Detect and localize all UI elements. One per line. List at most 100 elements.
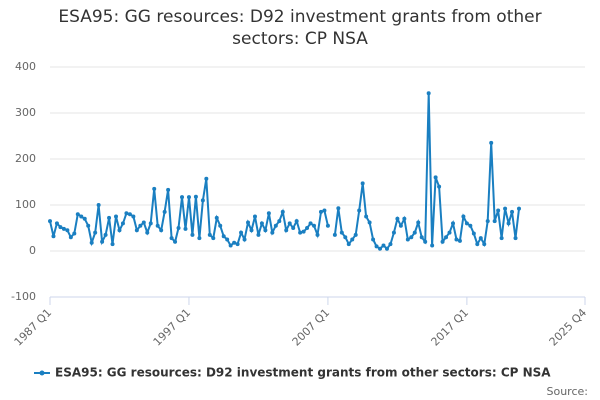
- data-point: [207, 232, 212, 237]
- data-point: [280, 209, 285, 214]
- data-point: [93, 230, 98, 235]
- data-point: [100, 239, 105, 244]
- data-point: [468, 223, 473, 228]
- data-point: [252, 214, 257, 219]
- data-point: [516, 206, 521, 211]
- y-tick-label: 400: [15, 60, 36, 73]
- x-tick-label: 1987 Q1: [12, 306, 55, 349]
- data-point: [318, 209, 323, 214]
- data-point: [169, 236, 174, 241]
- data-point: [503, 206, 508, 211]
- data-point: [430, 243, 435, 248]
- data-point: [482, 242, 487, 247]
- data-point: [79, 214, 84, 219]
- data-point: [246, 220, 251, 225]
- data-point: [405, 237, 410, 242]
- data-point: [68, 235, 73, 240]
- data-point: [384, 246, 389, 251]
- data-point: [294, 219, 299, 224]
- data-point: [291, 226, 296, 230]
- data-point: [312, 223, 317, 228]
- x-tick-label: 2025 Q4: [547, 306, 590, 349]
- data-point: [336, 206, 341, 211]
- data-point: [145, 230, 150, 235]
- data-point: [447, 230, 452, 235]
- data-point: [475, 242, 480, 247]
- data-point: [277, 219, 282, 224]
- data-point: [499, 236, 504, 241]
- data-point: [75, 212, 80, 217]
- data-point: [176, 226, 181, 230]
- data-point: [117, 228, 122, 233]
- data-point: [134, 228, 139, 233]
- data-point: [242, 237, 247, 242]
- data-point: [378, 246, 383, 251]
- data-point: [54, 221, 59, 226]
- data-point: [266, 211, 271, 216]
- data-point: [412, 230, 417, 235]
- data-point: [513, 236, 518, 241]
- data-point: [256, 232, 261, 237]
- data-point: [444, 235, 449, 240]
- data-point: [395, 216, 400, 221]
- chart-title: ESA95: GG resources: D92 investment gran…: [58, 7, 542, 49]
- data-point: [426, 91, 431, 96]
- data-point: [496, 208, 501, 213]
- data-point: [364, 214, 369, 219]
- data-point: [228, 243, 233, 248]
- data-point: [82, 216, 87, 221]
- data-point: [464, 221, 469, 226]
- data-point: [72, 231, 77, 236]
- data-point: [374, 244, 379, 249]
- data-point: [263, 228, 268, 233]
- data-point: [423, 239, 428, 244]
- data-point: [86, 223, 91, 228]
- data-point: [131, 214, 136, 219]
- data-point: [301, 229, 306, 234]
- legend-marker: [39, 370, 45, 376]
- data-point: [103, 232, 108, 237]
- data-point: [478, 236, 483, 241]
- data-point: [506, 221, 511, 226]
- data-point: [437, 184, 442, 189]
- data-point: [138, 223, 143, 228]
- data-point: [225, 237, 230, 242]
- data-point: [492, 219, 497, 224]
- data-point: [180, 195, 185, 200]
- data-point: [346, 242, 351, 247]
- data-point: [416, 220, 421, 225]
- data-point: [235, 242, 240, 247]
- data-point: [433, 175, 438, 180]
- data-point: [339, 230, 344, 235]
- data-point: [107, 215, 112, 220]
- data-point: [200, 198, 205, 203]
- y-tick-label: 200: [15, 152, 36, 165]
- data-point: [273, 223, 278, 228]
- data-point: [249, 228, 254, 233]
- data-point: [65, 228, 70, 233]
- data-point: [391, 230, 396, 235]
- data-point: [360, 181, 365, 186]
- data-point: [381, 243, 386, 248]
- series-line: [49, 93, 520, 251]
- data-point: [221, 234, 226, 239]
- x-tick-label: 2017 Q1: [429, 306, 472, 349]
- data-point: [402, 216, 407, 221]
- source: Source:: [547, 385, 589, 398]
- data-point: [457, 238, 462, 243]
- data-point: [440, 239, 445, 244]
- data-point: [332, 232, 337, 237]
- x-tick-label: 2007 Q1: [290, 306, 333, 349]
- data-point: [89, 240, 94, 245]
- data-point: [239, 230, 244, 235]
- data-point: [485, 219, 490, 224]
- data-point: [450, 221, 455, 226]
- data-point: [419, 235, 424, 240]
- data-point: [284, 228, 289, 233]
- data-point: [308, 221, 313, 226]
- data-point: [371, 237, 376, 242]
- data-point: [152, 186, 157, 191]
- data-point: [148, 221, 153, 226]
- data-point: [155, 223, 160, 228]
- data-point: [218, 223, 223, 228]
